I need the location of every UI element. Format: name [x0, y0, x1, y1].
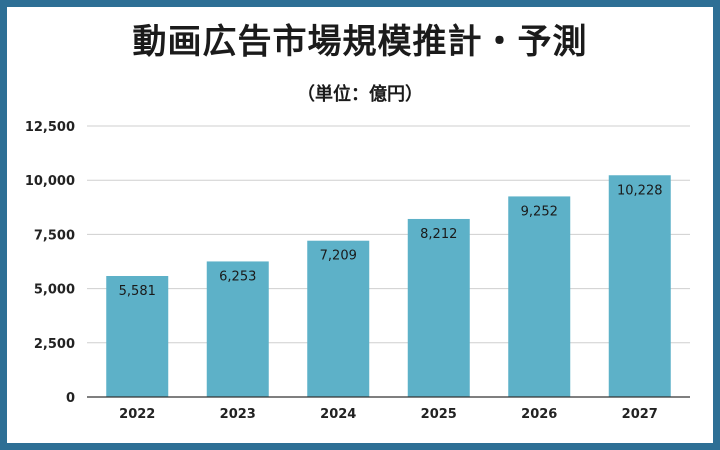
y-tick-label: 2,500	[34, 337, 75, 352]
x-tick-label: 2025	[421, 407, 457, 422]
bar	[307, 240, 370, 397]
x-tick-label: 2022	[119, 407, 155, 422]
chart-title: 動画広告市場規模推計・予測	[132, 22, 588, 62]
bar	[106, 276, 169, 397]
chart-subtitle: （単位：億円）	[297, 84, 423, 105]
bars	[106, 175, 671, 397]
y-tick-label: 10,000	[25, 174, 75, 189]
data-label: 9,252	[521, 204, 558, 219]
y-axis-tick-labels: 0 2,500 5,000 7,500 10,000 12,500	[25, 120, 75, 406]
x-tick-label: 2023	[220, 407, 256, 422]
data-label: 5,581	[119, 284, 156, 299]
bar	[608, 175, 671, 397]
x-tick-label: 2024	[320, 407, 356, 422]
bar	[508, 196, 571, 397]
data-label: 7,209	[320, 249, 357, 264]
data-label: 6,253	[219, 269, 256, 284]
y-tick-label: 0	[66, 391, 75, 406]
x-tick-label: 2027	[622, 407, 658, 422]
bar	[206, 261, 269, 397]
bar	[407, 218, 470, 397]
data-label: 10,228	[617, 183, 663, 198]
y-tick-label: 12,500	[25, 120, 75, 135]
data-labels: 5,581 6,253 7,209 8,212 9,252 10,228	[119, 183, 663, 299]
gridlines	[87, 125, 690, 344]
y-tick-label: 7,500	[34, 228, 75, 243]
x-axis-tick-labels: 2022 2023 2024 2025 2026 2027	[119, 407, 658, 422]
data-label: 8,212	[420, 227, 457, 242]
y-tick-label: 5,000	[34, 283, 75, 298]
x-tick-label: 2026	[521, 407, 557, 422]
